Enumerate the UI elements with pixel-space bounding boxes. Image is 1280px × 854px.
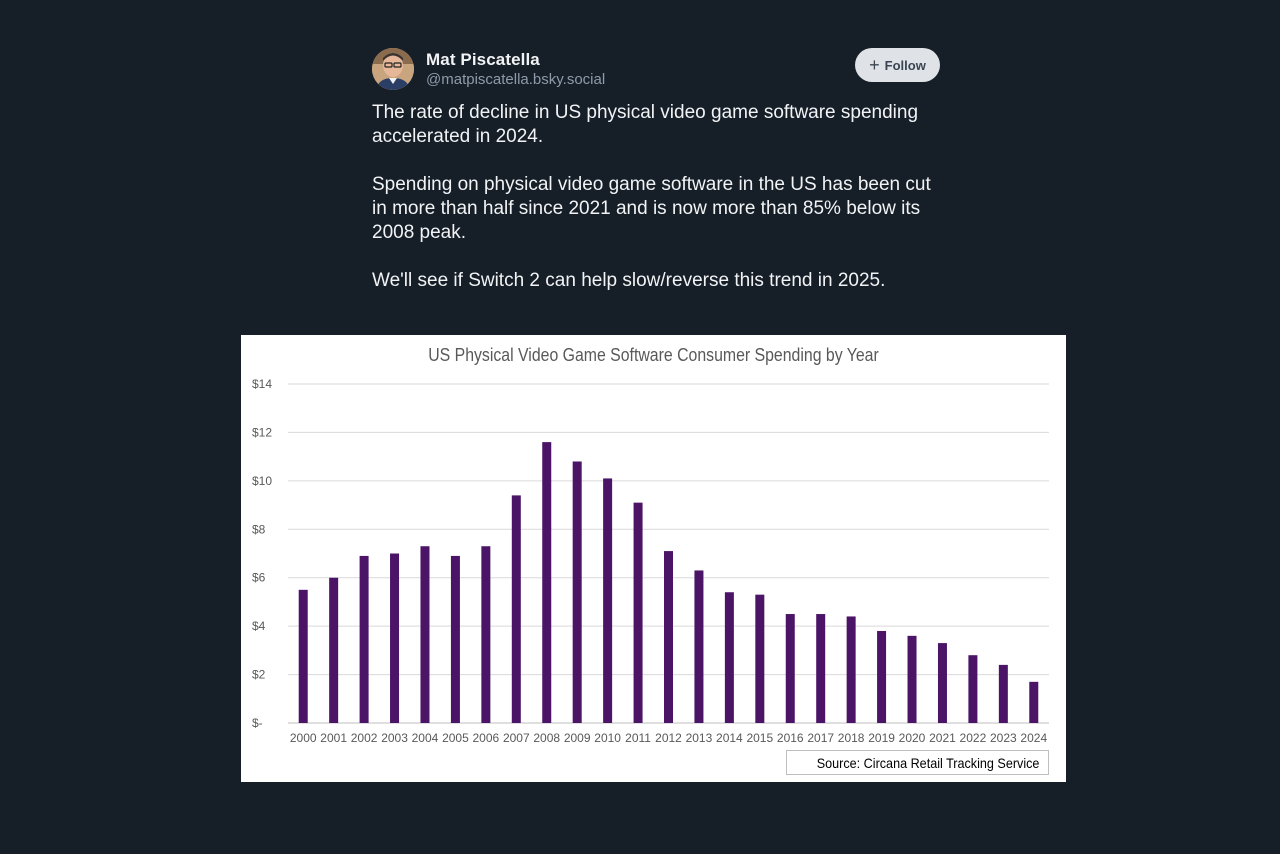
x-tick-label: 2001 [320,731,347,745]
source-note: Source: Circana Retail Tracking Service [786,750,1049,775]
x-tick-label: 2002 [351,731,378,745]
follow-button-label: Follow [884,57,926,73]
x-tick-label: 2021 [929,731,956,745]
y-tick-label: $8 [252,522,266,536]
bar [846,616,856,723]
source-text: Source: Circana Retail Tracking Service [816,754,1039,771]
x-tick-label: 2018 [838,731,865,745]
bar [664,551,673,723]
chart-image[interactable]: US Physical Video Game Software Consumer… [241,335,1066,782]
x-tick-label: 2008 [533,731,560,745]
x-axis-ticks: 2000 2001 2002 2003 2004 2005 2006 2007 2008 2009… [290,731,1048,745]
bar [998,664,1008,723]
bar [1029,681,1039,723]
bar [329,577,339,723]
bar [633,502,643,723]
x-tick-label: 2011 [625,731,651,745]
bar [450,555,460,723]
bar [816,614,826,723]
x-tick-label: 2003 [381,731,408,745]
y-tick-label: $4 [252,619,266,633]
bar-chart: $- $2 $4 $6 $8 $10 $12 $14 2000 2001 2002 2003 2004… [252,377,1049,745]
bar [359,555,369,723]
x-tick-label: 2012 [655,731,682,745]
bar [511,495,521,723]
y-axis-ticks: $- $2 $4 $6 $8 $10 $12 $14 [252,377,272,730]
chart-title: US Physical Video Game Software Consumer… [428,345,879,365]
x-tick-label: 2004 [412,731,439,745]
x-tick-label: 2006 [473,731,500,745]
avatar-photo-icon [372,48,414,90]
x-tick-label: 2022 [960,731,987,745]
bar [877,630,887,723]
author-name[interactable]: Mat Piscatella [426,50,540,69]
plus-icon: + [869,54,880,75]
x-tick-label: 2005 [442,731,469,745]
post-paragraph: Spending on physical video game software… [372,174,931,243]
y-tick-label: $- [252,716,263,730]
post-paragraph: We'll see if Switch 2 can help slow/reve… [372,270,886,291]
bar [481,546,491,723]
post-paragraph: The rate of decline in US physical video… [372,102,919,147]
y-tick-label: $14 [252,377,272,391]
x-tick-label: 2017 [807,731,834,745]
bar [937,643,947,723]
x-tick-label: 2010 [594,731,621,745]
y-tick-label: $12 [252,425,272,439]
y-tick-label: $6 [252,571,266,585]
bar [572,461,582,723]
bar [724,592,734,723]
avatar[interactable] [372,48,414,90]
author-handle[interactable]: @matpiscatella.bsky.social [426,71,606,88]
bar [755,594,765,723]
bar [694,570,704,723]
x-tick-label: 2020 [899,731,926,745]
bar [298,589,308,723]
bar [390,553,400,723]
x-tick-label: 2000 [290,731,317,745]
x-tick-label: 2019 [868,731,895,745]
bar [785,614,795,723]
follow-button[interactable]: + Follow [855,48,940,82]
bar [542,442,552,723]
bar [603,478,613,723]
x-tick-label: 2013 [686,731,713,745]
x-tick-label: 2007 [503,731,530,745]
x-tick-label: 2024 [1020,731,1047,745]
bar [420,546,430,723]
y-tick-label: $10 [252,474,272,488]
bar [907,635,917,723]
bars [298,442,1039,723]
x-tick-label: 2014 [716,731,743,745]
x-tick-label: 2009 [564,731,591,745]
x-tick-label: 2015 [746,731,773,745]
bar [968,655,978,723]
y-tick-label: $2 [252,668,266,682]
x-tick-label: 2016 [777,731,804,745]
post-text: The rate of decline in US physical video… [372,101,942,317]
x-tick-label: 2023 [990,731,1017,745]
